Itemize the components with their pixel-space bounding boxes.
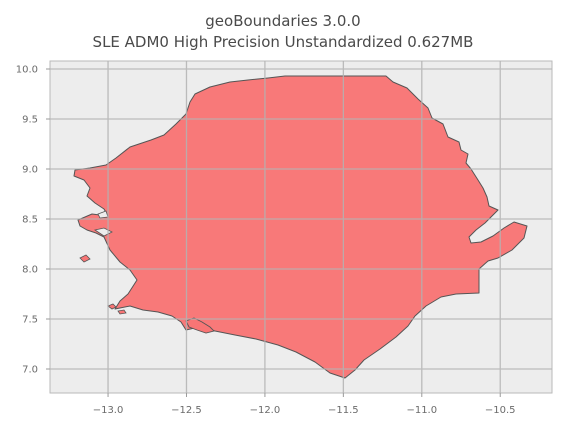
y-tick-label: 10.0 — [16, 65, 38, 76]
x-tick-label: −11.0 — [406, 405, 437, 416]
y-tick-label: 8.0 — [22, 265, 38, 276]
axes: −13.0 −12.5 −12.0 −11.5 −11.0 −10.5 10.0 9.5 9.0… — [16, 65, 516, 417]
y-tick-label: 7.0 — [22, 365, 38, 376]
sierra-leone-mainland — [73, 75, 528, 379]
grid-lines — [50, 61, 552, 393]
country-boundary — [73, 75, 528, 379]
x-tick-label: −13.0 — [93, 405, 124, 416]
estuary-island — [79, 254, 91, 263]
x-tick-label: −12.0 — [250, 405, 281, 416]
y-tick-label: 7.5 — [22, 315, 38, 326]
y-tick-label: 9.5 — [22, 115, 38, 126]
x-tick-label: −12.5 — [171, 405, 202, 416]
x-tick-label: −11.5 — [328, 405, 359, 416]
x-tick-label: −10.5 — [485, 405, 516, 416]
map-subtitle: SLE ADM0 High Precision Unstandardized 0… — [92, 33, 474, 51]
turtle-islands — [107, 303, 127, 315]
y-tick-label: 9.0 — [22, 165, 38, 176]
map-title: geoBoundaries 3.0.0 — [205, 12, 361, 30]
y-tick-label: 8.5 — [22, 215, 38, 226]
